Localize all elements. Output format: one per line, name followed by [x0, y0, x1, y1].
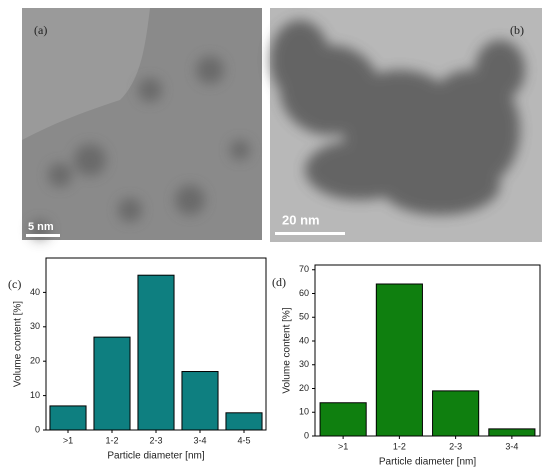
panel-label: (d) [272, 275, 286, 289]
x-tick-label: 3-4 [505, 441, 518, 451]
y-tick-label: 30 [299, 359, 309, 369]
y-tick-label: 20 [30, 356, 40, 366]
x-tick-label: >1 [338, 441, 348, 451]
y-tick-label: 20 [299, 383, 309, 393]
bar [488, 428, 536, 437]
x-tick-label: 1-2 [105, 435, 118, 445]
x-tick-label: 2-3 [149, 435, 162, 445]
bar [93, 336, 131, 431]
y-tick-label: 30 [30, 321, 40, 331]
scale-bar-label: 5 nm [28, 221, 54, 233]
bar [375, 283, 423, 437]
y-tick-label: 50 [299, 312, 309, 322]
y-tick-label: 70 [299, 264, 309, 274]
y-tick-label: 40 [30, 287, 40, 297]
y-tick-label: 0 [304, 430, 309, 440]
bar [432, 390, 480, 437]
x-axis-label: Particle diameter [nm] [107, 451, 204, 462]
y-axis-label: Volume content [%] [13, 301, 24, 387]
x-tick-label: 2-3 [449, 441, 462, 451]
x-tick-label: >1 [63, 435, 73, 445]
bar [319, 402, 367, 437]
scale-bar-label: 20 nm [282, 212, 320, 227]
bar [49, 405, 87, 431]
y-axis-label: Volume content [%] [282, 307, 293, 393]
y-tick-label: 10 [30, 390, 40, 400]
x-tick-label: 1-2 [393, 441, 406, 451]
x-axis-label: Particle diameter [nm] [379, 457, 476, 468]
bar [137, 274, 175, 431]
y-tick-label: 0 [35, 424, 40, 434]
bar [181, 371, 219, 431]
tem-image-b: 20 nm (b) [270, 8, 542, 242]
panel-label: (a) [34, 23, 47, 37]
x-tick-label: 3-4 [193, 435, 206, 445]
plot-frame [314, 264, 541, 437]
tem-image-a: 5 nm (a) [22, 8, 262, 240]
y-tick-label: 10 [299, 407, 309, 417]
panel-label: (b) [510, 23, 524, 37]
x-tick-label: 4-5 [237, 435, 250, 445]
bar [225, 412, 263, 431]
y-tick-label: 60 [299, 288, 309, 298]
panel-label: (c) [8, 277, 21, 291]
y-tick-label: 40 [299, 335, 309, 345]
